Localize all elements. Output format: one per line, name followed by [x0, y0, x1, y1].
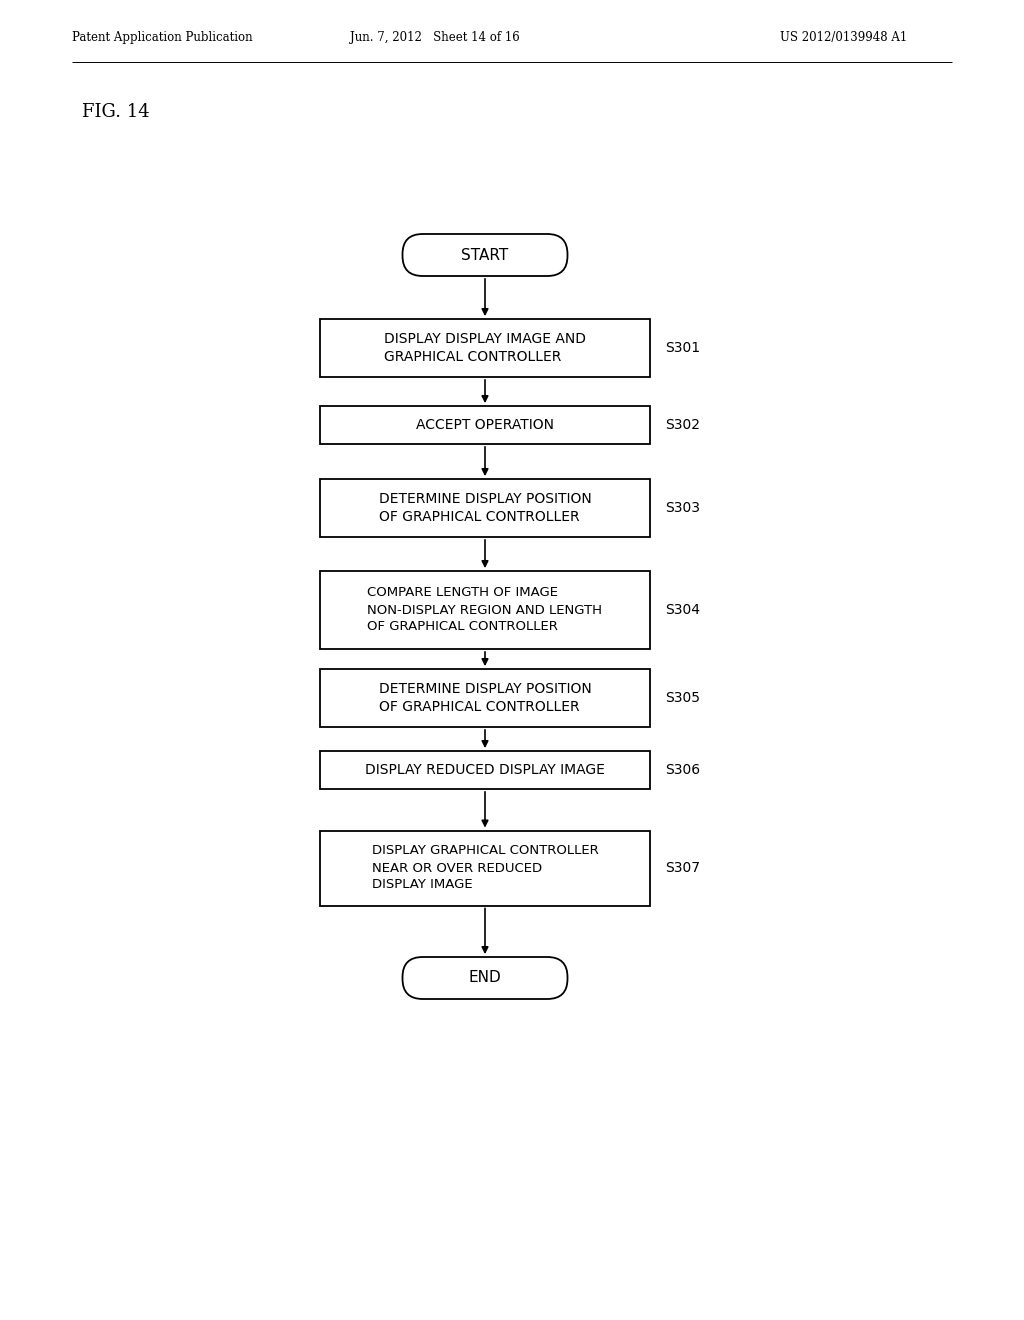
Text: S307: S307 — [665, 861, 700, 875]
Bar — [319, 751, 650, 789]
Bar — [319, 572, 650, 649]
Text: DISPLAY REDUCED DISPLAY IMAGE: DISPLAY REDUCED DISPLAY IMAGE — [366, 763, 605, 777]
Text: S301: S301 — [665, 341, 700, 355]
Text: START: START — [462, 248, 509, 263]
Bar — [319, 319, 650, 378]
Text: Jun. 7, 2012   Sheet 14 of 16: Jun. 7, 2012 Sheet 14 of 16 — [350, 32, 520, 45]
Text: DETERMINE DISPLAY POSITION
OF GRAPHICAL CONTROLLER: DETERMINE DISPLAY POSITION OF GRAPHICAL … — [379, 682, 592, 714]
FancyBboxPatch shape — [402, 234, 567, 276]
Text: S306: S306 — [665, 763, 700, 777]
Bar — [319, 407, 650, 444]
Text: COMPARE LENGTH OF IMAGE
NON-DISPLAY REGION AND LENGTH
OF GRAPHICAL CONTROLLER: COMPARE LENGTH OF IMAGE NON-DISPLAY REGI… — [368, 586, 602, 634]
Text: FIG. 14: FIG. 14 — [82, 103, 150, 121]
Bar — [319, 669, 650, 727]
Bar — [319, 479, 650, 537]
Bar — [319, 830, 650, 906]
Text: S302: S302 — [665, 418, 700, 432]
Text: DETERMINE DISPLAY POSITION
OF GRAPHICAL CONTROLLER: DETERMINE DISPLAY POSITION OF GRAPHICAL … — [379, 492, 592, 524]
Text: ACCEPT OPERATION: ACCEPT OPERATION — [416, 418, 554, 432]
Text: END: END — [469, 970, 502, 986]
FancyBboxPatch shape — [402, 957, 567, 999]
Text: S303: S303 — [665, 502, 700, 515]
Text: DISPLAY GRAPHICAL CONTROLLER
NEAR OR OVER REDUCED
DISPLAY IMAGE: DISPLAY GRAPHICAL CONTROLLER NEAR OR OVE… — [372, 845, 598, 891]
Text: S304: S304 — [665, 603, 700, 616]
Text: S305: S305 — [665, 690, 700, 705]
Text: DISPLAY DISPLAY IMAGE AND
GRAPHICAL CONTROLLER: DISPLAY DISPLAY IMAGE AND GRAPHICAL CONT… — [384, 331, 586, 364]
Text: US 2012/0139948 A1: US 2012/0139948 A1 — [780, 32, 907, 45]
Text: Patent Application Publication: Patent Application Publication — [72, 32, 253, 45]
